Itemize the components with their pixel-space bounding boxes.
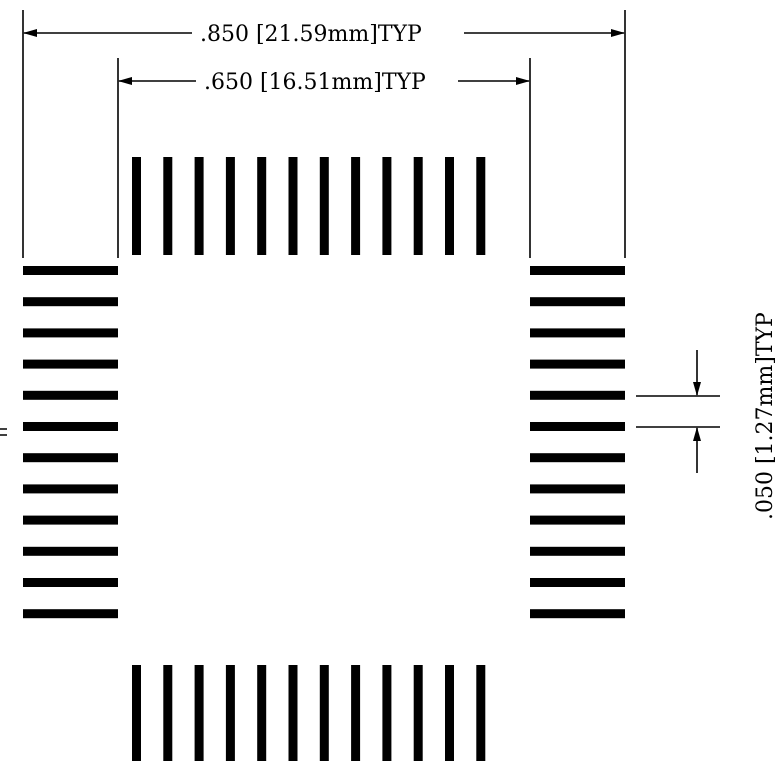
- top-pad: [288, 157, 298, 255]
- right-pad: [530, 422, 625, 431]
- right-pad: [530, 578, 625, 587]
- left-pad: [23, 484, 118, 494]
- bottom-pad: [319, 665, 329, 761]
- pitch-label: .050 [1.27mm]TYP: [753, 312, 778, 520]
- bottom-pad: [351, 665, 361, 761]
- right-pad: [530, 453, 625, 463]
- right-pad: [530, 328, 625, 338]
- bottom-pad: [132, 665, 141, 761]
- bottom-pad: [445, 665, 454, 761]
- left-pad: [23, 578, 118, 587]
- bottom-pad: [257, 665, 267, 761]
- bottom-pad: [476, 665, 486, 761]
- top-pad: [257, 157, 267, 255]
- right-pad: [530, 609, 625, 619]
- right-pad: [530, 266, 625, 275]
- left-pad: [23, 453, 118, 463]
- right-pad-column: [530, 266, 625, 619]
- outer-width-label: .850 [21.59mm]TYP: [200, 22, 422, 47]
- left-pad: [23, 359, 118, 369]
- bottom-pad-row: [132, 665, 486, 761]
- bottom-pad: [382, 665, 392, 761]
- top-pad: [351, 157, 361, 255]
- bottom-pad: [163, 665, 173, 761]
- top-pad-row: [132, 157, 486, 255]
- left-pad: [23, 266, 118, 275]
- bottom-pad: [194, 665, 204, 761]
- left-pad: [23, 297, 118, 307]
- top-pad: [382, 157, 392, 255]
- top-pad: [225, 157, 235, 255]
- pitch-dimension: .050 [1.27mm]TYP: [636, 312, 778, 520]
- top-pad: [194, 157, 204, 255]
- left-pad: [23, 390, 118, 400]
- bottom-pad: [225, 665, 235, 761]
- left-pad: [23, 328, 118, 338]
- outer-width-dimension: .850 [21.59mm]TYP: [22, 10, 626, 258]
- right-pad: [530, 390, 625, 400]
- top-pad: [413, 157, 423, 255]
- right-pad: [530, 546, 625, 556]
- left-pad: [23, 609, 118, 619]
- left-pad-column: [23, 266, 118, 619]
- top-pad: [319, 157, 329, 255]
- top-pad: [132, 157, 141, 255]
- left-pad: [23, 546, 118, 556]
- left-edge-tick: [0, 428, 7, 436]
- left-pad: [23, 422, 118, 431]
- top-pad: [476, 157, 486, 255]
- inner-width-label: .650 [16.51mm]TYP: [204, 70, 426, 95]
- top-pad: [445, 157, 454, 255]
- right-pad: [530, 484, 625, 494]
- bottom-pad: [413, 665, 423, 761]
- left-pad: [23, 515, 118, 525]
- top-pad: [163, 157, 173, 255]
- bottom-pad: [288, 665, 298, 761]
- right-pad: [530, 359, 625, 369]
- inner-width-dimension: .650 [16.51mm]TYP: [117, 58, 531, 258]
- right-pad: [530, 515, 625, 525]
- right-pad: [530, 297, 625, 307]
